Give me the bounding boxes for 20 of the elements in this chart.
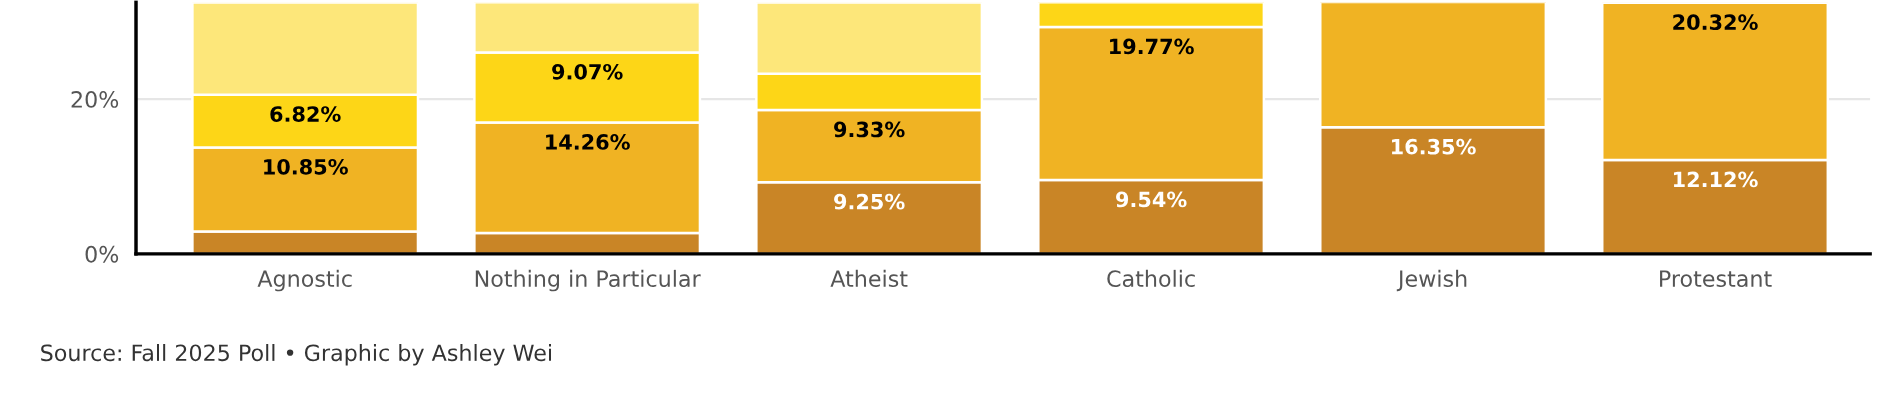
data-label: 6.82% bbox=[270, 106, 341, 122]
data-label: 9.54% bbox=[1116, 191, 1187, 208]
source-note: Source: Fall 2025 Poll • Graphic by Ashley Wei bbox=[41, 343, 551, 366]
x-tick-label: Catholic bbox=[1107, 269, 1195, 288]
data-label: 12.12% bbox=[1673, 171, 1758, 188]
x-tick-label: Agnostic bbox=[257, 269, 352, 292]
data-label: 19.77% bbox=[1110, 38, 1194, 55]
data-label: 10.85% bbox=[264, 158, 348, 175]
x-tick-label: Jewish bbox=[1396, 269, 1467, 292]
x-tick-label: Atheist bbox=[830, 269, 908, 288]
y-tick-label: 0% bbox=[85, 245, 119, 263]
data-label: 9.33% bbox=[834, 121, 905, 138]
data-label: 9.07% bbox=[552, 63, 623, 80]
data-label: 16.35% bbox=[1392, 138, 1476, 155]
y-tick-label: 20% bbox=[71, 91, 119, 108]
data-label: 20.32% bbox=[1673, 14, 1758, 31]
x-tick-label: Protestant bbox=[1660, 270, 1772, 288]
x-tick-label: Nothing in Particular bbox=[475, 269, 701, 292]
data-label: 14.26% bbox=[546, 134, 630, 150]
data-label: 9.25% bbox=[834, 193, 905, 210]
